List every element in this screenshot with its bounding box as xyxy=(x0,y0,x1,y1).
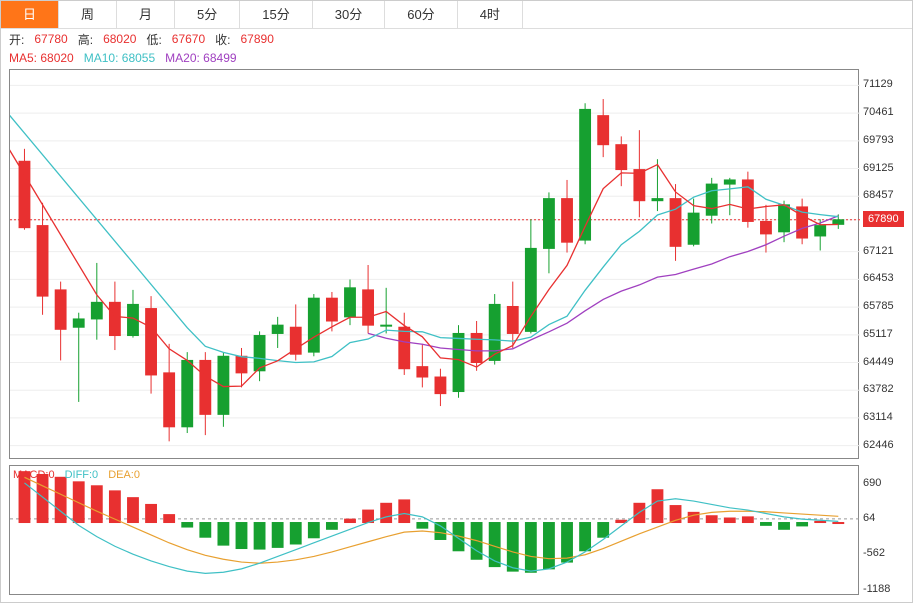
ma20-label: MA20: 68499 xyxy=(165,51,236,65)
ytick: 66453 xyxy=(863,272,894,284)
high-value: 68020 xyxy=(103,32,136,46)
tab-3[interactable]: 5分 xyxy=(175,1,240,28)
close-label: 收: xyxy=(215,31,230,48)
ma5-label: MA5: 68020 xyxy=(9,51,74,65)
ytick: 68457 xyxy=(863,189,894,201)
open-label: 开: xyxy=(9,31,24,48)
tab-7[interactable]: 4时 xyxy=(458,1,523,28)
macd-axis: -1188 -562 64 690 xyxy=(863,465,913,595)
macd-legend-macd: MACD:0 xyxy=(13,469,55,481)
low-label: 低: xyxy=(146,31,161,48)
tab-6[interactable]: 60分 xyxy=(385,1,457,28)
ma10-label: MA10: 68055 xyxy=(84,51,155,65)
timeframe-tabs: 日周月5分15分30分60分4时 xyxy=(1,1,912,29)
price-axis: 62446 63114 63782 64449 65117 65785 66453 67121… xyxy=(863,69,913,459)
tab-2[interactable]: 月 xyxy=(117,1,175,28)
ytick: 71129 xyxy=(863,78,893,90)
tab-5[interactable]: 30分 xyxy=(313,1,385,28)
candlestick-chart[interactable] xyxy=(9,69,859,459)
ytick: -1188 xyxy=(863,583,890,595)
ytick: 70461 xyxy=(863,106,894,118)
ytick: 62446 xyxy=(863,439,894,451)
ytick: 63782 xyxy=(863,383,894,395)
ma-row: MA5: 68020 MA10: 68055 MA20: 68499 xyxy=(1,49,912,67)
macd-legend-diff: DIFF:0 xyxy=(65,469,99,481)
macd-legend-dea: DEA:0 xyxy=(108,469,140,481)
current-price-tag: 67890 xyxy=(863,211,904,227)
chart-container: 日周月5分15分30分60分4时 开: 67780 高: 68020 低: 67… xyxy=(0,0,913,603)
open-value: 67780 xyxy=(34,32,67,46)
macd-legend: MACD:0 DIFF:0 DEA:0 xyxy=(13,469,140,481)
ytick: 65785 xyxy=(863,300,894,312)
ytick: 690 xyxy=(863,477,881,489)
ytick: 63114 xyxy=(863,411,893,423)
low-value: 67670 xyxy=(172,32,205,46)
ytick: 64 xyxy=(863,512,875,524)
ytick: 69793 xyxy=(863,134,894,146)
tab-4[interactable]: 15分 xyxy=(240,1,312,28)
high-label: 高: xyxy=(78,31,93,48)
close-value: 67890 xyxy=(241,32,274,46)
macd-chart[interactable] xyxy=(9,465,859,595)
ytick: 69125 xyxy=(863,162,894,174)
ytick: 67121 xyxy=(863,245,894,257)
ohlc-row: 开: 67780 高: 68020 低: 67670 收: 67890 xyxy=(1,29,912,49)
tab-0[interactable]: 日 xyxy=(1,1,59,28)
ytick: 64449 xyxy=(863,356,894,368)
tab-1[interactable]: 周 xyxy=(59,1,117,28)
ytick: -562 xyxy=(863,547,885,559)
ytick: 65117 xyxy=(863,328,893,340)
